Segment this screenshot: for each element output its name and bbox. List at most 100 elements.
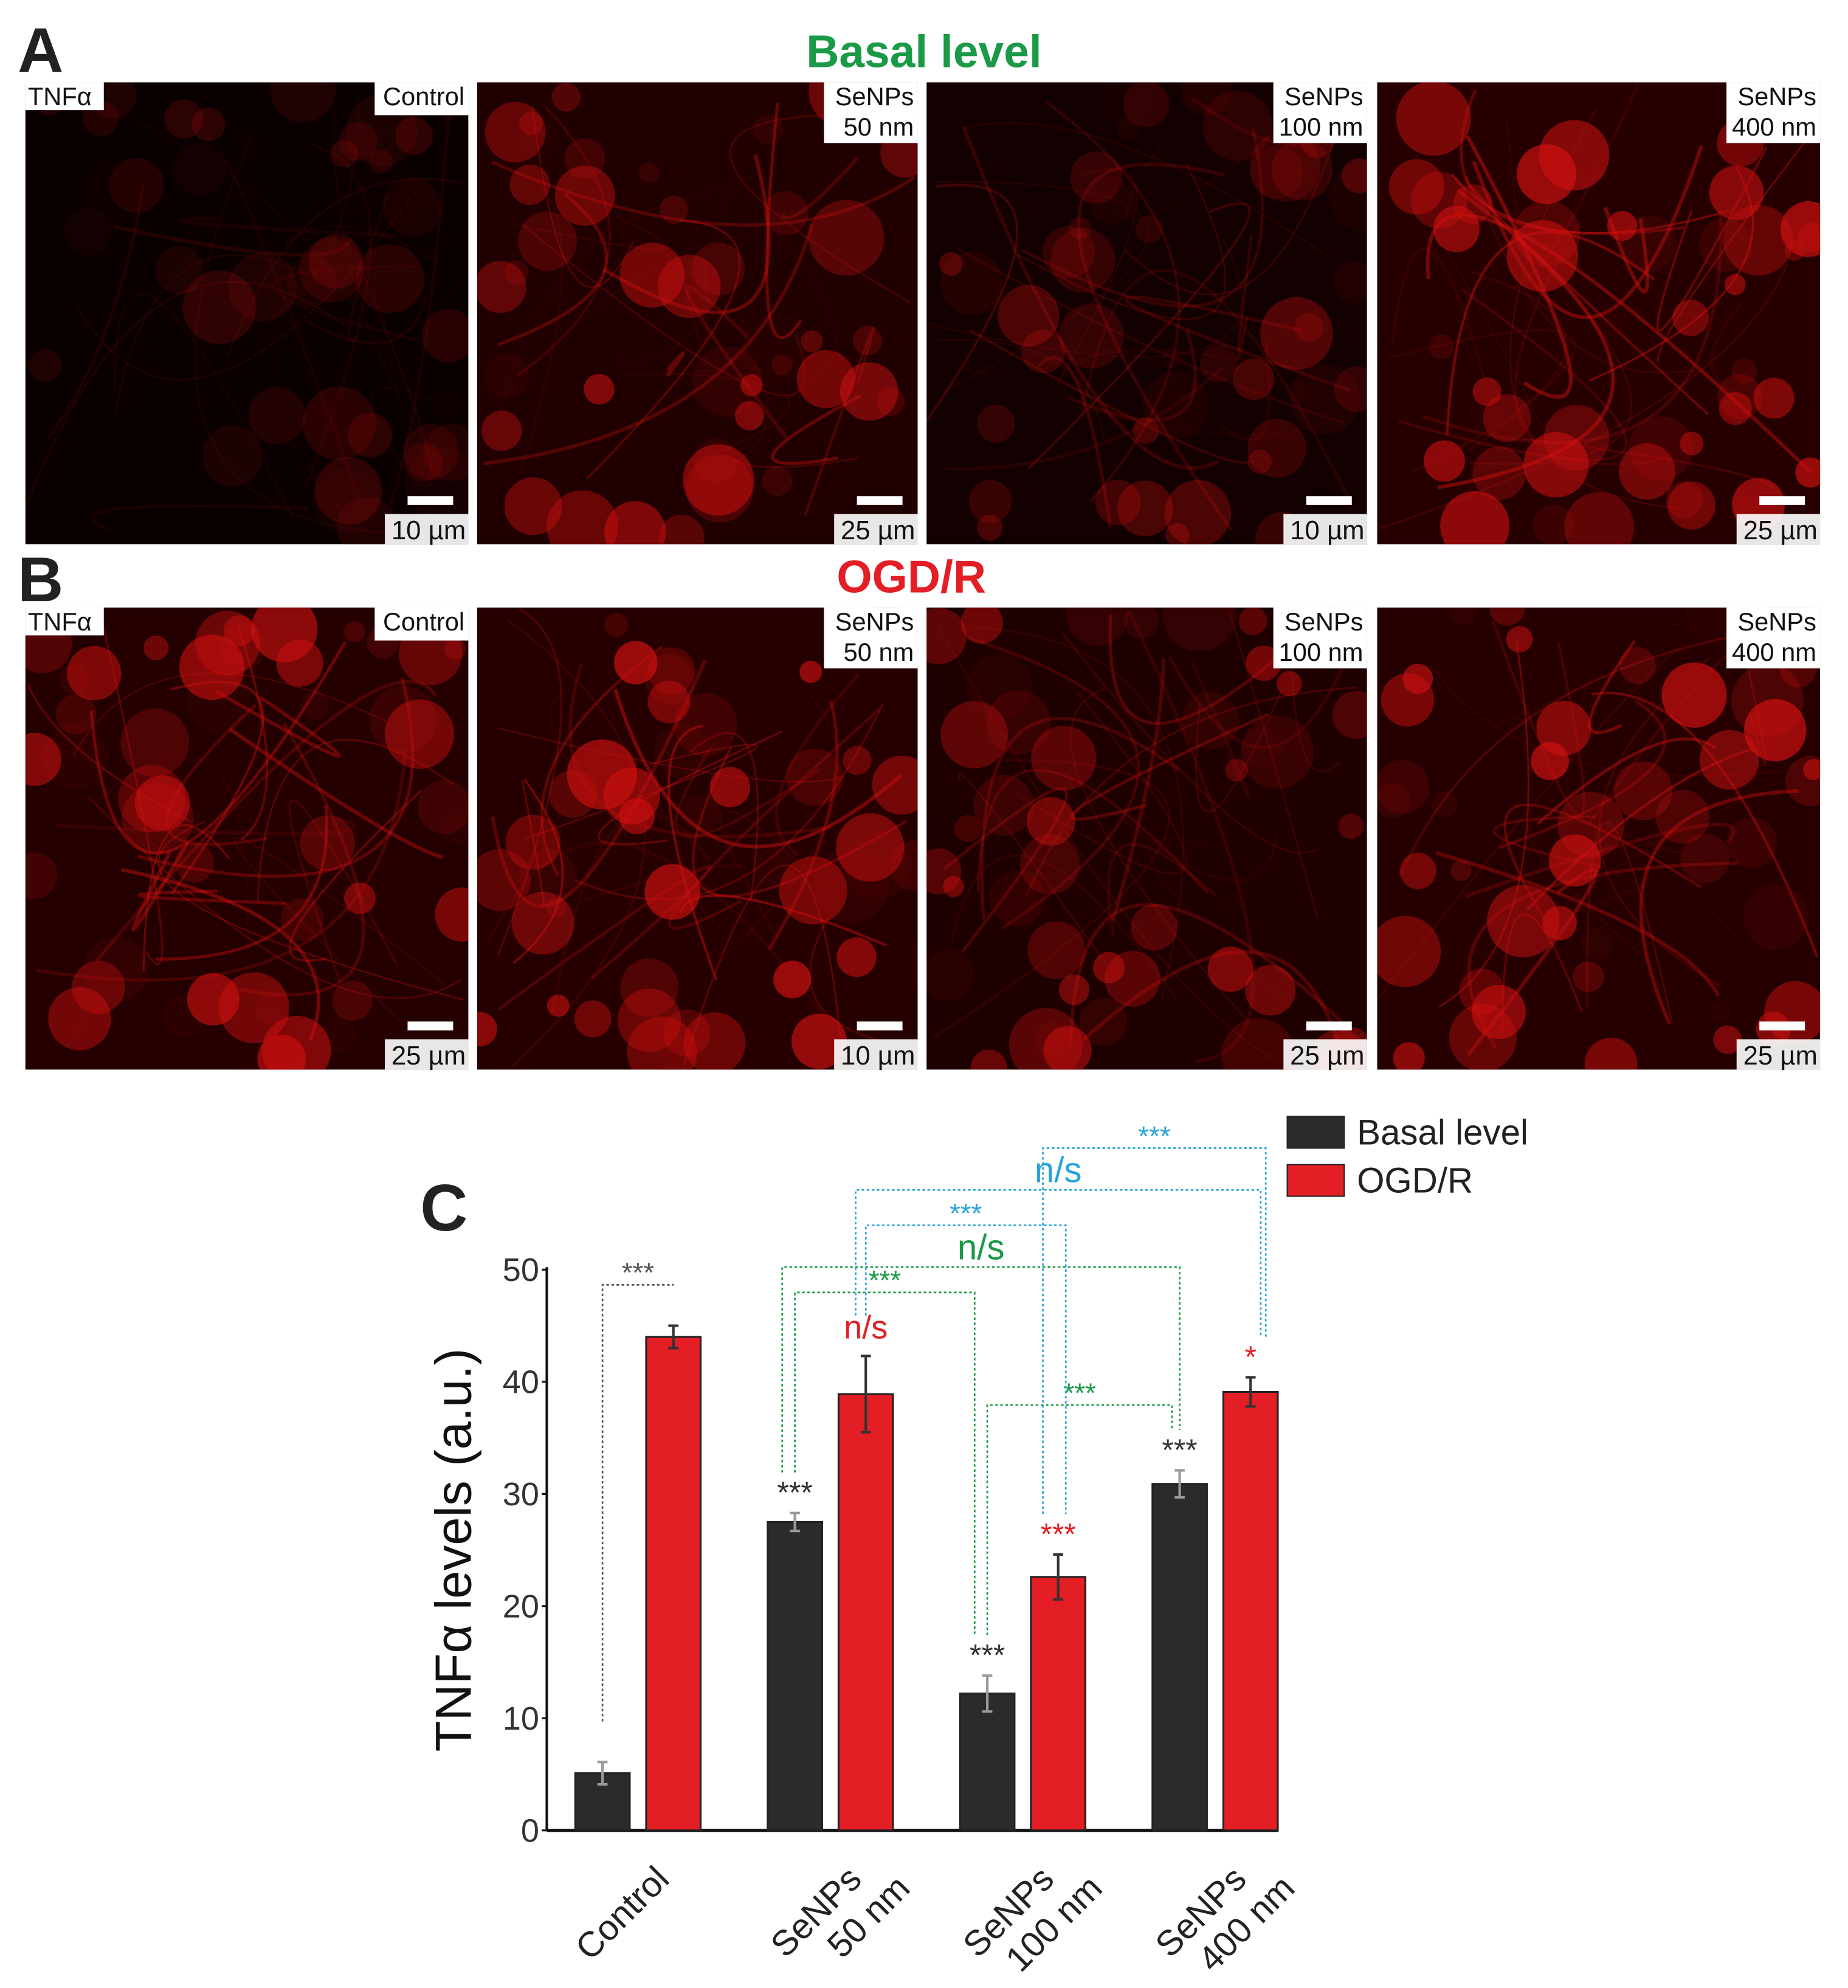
cell [574,1000,612,1038]
cell [1271,139,1333,201]
neurite [485,841,834,1029]
scale-box [1736,1039,1821,1070]
cell [1233,358,1275,400]
neurite [1108,607,1333,725]
micrograph [25,607,469,1070]
neurite [666,351,685,377]
micrograph [926,607,1367,1070]
cell [709,767,751,807]
cell [343,882,376,914]
cell [519,111,543,136]
neurite [1070,713,1269,821]
neurite [1509,108,1684,510]
neurite [1124,100,1346,295]
cell [1105,951,1160,1007]
cell [977,404,1015,443]
neurite [1069,903,1343,1046]
cell [405,447,469,521]
cell [1717,374,1763,419]
neurite [1000,345,1190,525]
scale-bar [1306,496,1352,505]
neurite [1591,691,1819,958]
cell [347,413,392,458]
neurite [1228,609,1319,920]
cell [1080,998,1128,1046]
cell [1396,82,1471,156]
neurite [1077,162,1233,531]
cell [369,149,393,174]
cell [1021,330,1065,373]
neurite [91,504,308,531]
cell [1286,380,1308,402]
cell [1699,218,1753,272]
cell [1549,834,1601,887]
neurite [1477,623,1695,735]
image-label: 50 nm [844,638,914,666]
neurite [1061,632,1319,854]
neurite [1044,100,1181,503]
cell [481,410,522,451]
neurite [1391,247,1488,386]
neurite [142,824,231,972]
cell [564,138,605,179]
cell [1432,791,1458,818]
neurite [937,624,1277,1061]
neurite [682,864,841,1067]
scale-label: 10 µm [1290,516,1364,545]
image-label: 50 nm [844,112,914,141]
neurite [114,254,318,416]
neurite [958,773,1103,960]
neurite [288,799,399,983]
cell [1471,985,1526,1040]
cell [1710,1001,1731,1022]
cell [584,740,638,794]
cell [1533,505,1574,545]
comparison-bracket [1042,1147,1267,1514]
marker-label-box [25,82,104,111]
image-label: 100 nm [1279,638,1364,666]
cell [1050,227,1115,293]
neurite [655,371,790,468]
significance: * [1244,1340,1256,1374]
legend-label: OGD/R [1357,1161,1473,1200]
bar [959,1693,1016,1832]
cell [228,252,297,322]
cell [988,870,1046,927]
cell [1093,951,1125,984]
cell [404,442,443,482]
cell [1784,240,1805,261]
comparison-label: *** [950,1198,982,1229]
cell [1423,440,1465,482]
neurite [689,732,759,903]
cell [973,775,1035,836]
cell [1199,345,1238,383]
cell [286,256,337,307]
neurite [273,94,359,317]
scale-box [385,1039,469,1070]
image-label: SeNPs [835,82,914,111]
bar [1030,1576,1087,1832]
neurite [775,672,860,857]
cell [852,326,882,356]
cell [1536,700,1591,756]
cell [954,815,982,843]
cell [1066,607,1129,646]
cell [1449,1004,1517,1070]
neurite [112,224,353,257]
comparison-bracket [601,1284,675,1722]
neurite [88,796,463,999]
y-tick-label: 0 [521,1813,539,1849]
cell [1483,394,1531,443]
cell [1667,481,1715,530]
image-label-box [374,607,469,641]
y-axis-label: TNFα levels (a.u.) [426,1348,482,1752]
cell [1399,852,1436,889]
cell [970,1049,1007,1070]
cell [1333,261,1367,304]
cell [1472,377,1502,406]
cell [83,937,149,1003]
cell [310,395,364,448]
cell [940,701,1008,768]
neurite [1219,342,1271,442]
cell [1207,947,1253,992]
